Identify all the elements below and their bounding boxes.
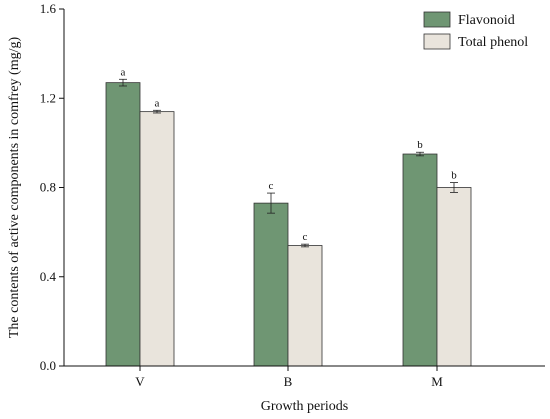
error-bar-total-phenol-m xyxy=(450,182,458,193)
bar-flavonoid-m xyxy=(402,153,438,367)
x-tick-label-v: V xyxy=(135,374,145,389)
legend-swatch-total-phenol xyxy=(423,33,451,50)
legend-label-total-phenol: Total phenol xyxy=(458,35,528,50)
error-bar-flavonoid-v xyxy=(119,78,127,87)
y-tick-label-4: 1.6 xyxy=(40,1,57,16)
error-bar-flavonoid-m xyxy=(416,151,424,157)
error-bar-flavonoid-b xyxy=(267,192,275,214)
x-tick-label-b: B xyxy=(284,374,293,389)
legend-label-flavonoid: Flavonoid xyxy=(458,13,515,28)
y-tick-label-0: 0.0 xyxy=(40,358,56,373)
bar-total-phenol-b xyxy=(287,245,323,367)
bar-total-phenol-m xyxy=(436,187,472,367)
significance-label-flavonoid-v: a xyxy=(121,66,126,78)
error-bar-total-phenol-v xyxy=(153,109,161,114)
y-axis: 0.0 0.4 0.8 1.2 1.6 xyxy=(40,1,65,373)
x-axis-title: Growth periods xyxy=(261,399,349,414)
y-tick-label-3: 1.2 xyxy=(40,90,56,105)
significance-label-total-phenol-v: a xyxy=(155,97,160,109)
bar-total-phenol-v xyxy=(139,111,175,367)
error-bar-total-phenol-b xyxy=(301,243,309,248)
significance-label-flavonoid-b: c xyxy=(269,180,274,192)
y-tick-label-1: 0.4 xyxy=(40,269,57,284)
y-axis-title: The contents of active components in com… xyxy=(7,37,22,339)
bar-flavonoid-b xyxy=(253,202,289,367)
significance-label-total-phenol-m: b xyxy=(451,170,457,182)
legend: Flavonoid Total phenol xyxy=(423,11,528,50)
legend-swatch-flavonoid xyxy=(423,11,451,28)
significance-label-total-phenol-b: c xyxy=(303,231,308,243)
plot-area: a a c c b b xyxy=(105,66,472,367)
y-tick-label-2: 0.8 xyxy=(40,180,56,195)
bar-flavonoid-v xyxy=(105,82,141,367)
x-tick-label-m: M xyxy=(431,374,443,389)
significance-label-flavonoid-m: b xyxy=(417,139,423,151)
